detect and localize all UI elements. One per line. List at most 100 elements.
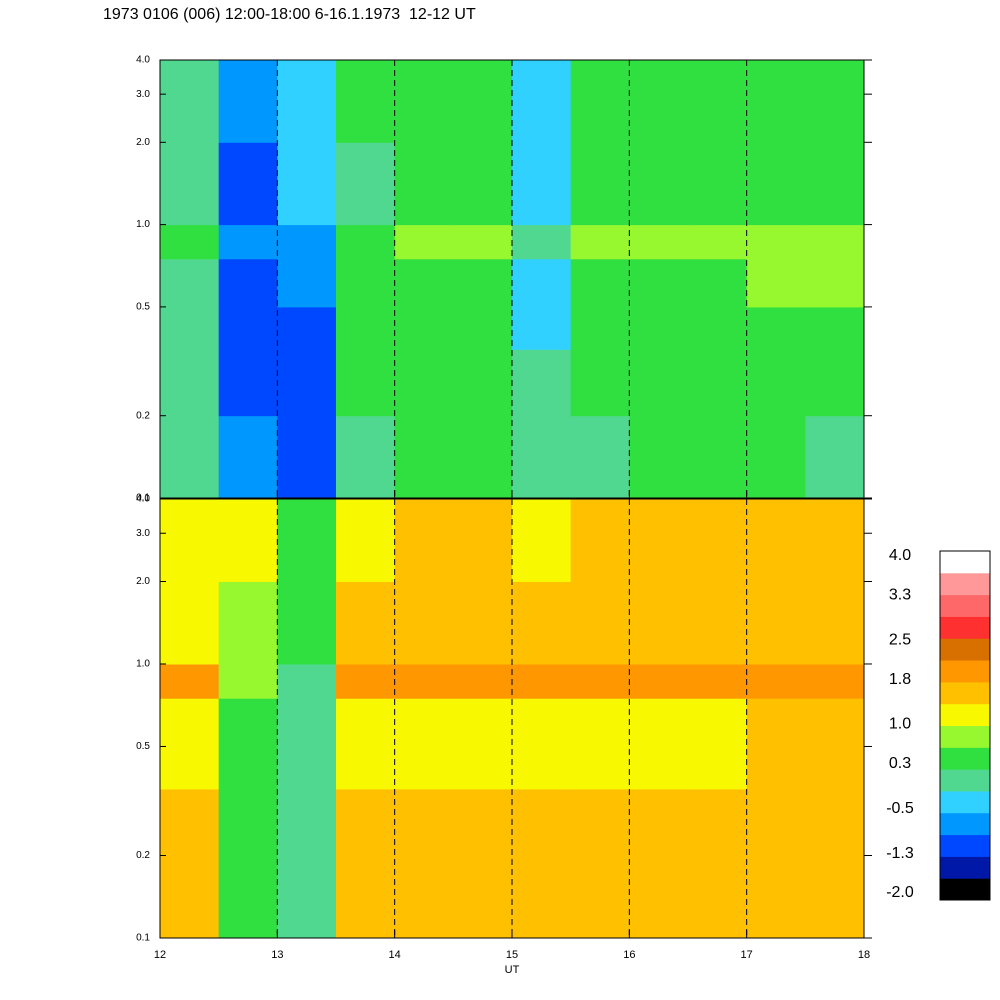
colorbar-label: -1.3	[886, 845, 914, 862]
heatmap-cell	[570, 415, 630, 499]
heatmap-cell	[746, 142, 806, 226]
heatmap-cell	[805, 788, 865, 857]
heatmap-cell	[453, 415, 513, 499]
x-tick-label: 16	[623, 949, 635, 961]
y-tick-label: 2.0	[136, 576, 150, 587]
heatmap-cell	[512, 306, 572, 350]
colorbar-swatch	[940, 725, 990, 748]
heatmap-cell	[746, 581, 806, 665]
colorbar-swatch	[940, 834, 990, 857]
heatmap-cell	[805, 698, 865, 747]
heatmap-cell	[160, 698, 220, 747]
heatmap-cell	[512, 698, 572, 747]
heatmap-cell	[394, 60, 454, 143]
heatmap-cell	[336, 224, 396, 260]
heatmap-cell	[570, 224, 630, 260]
heatmap-cell	[453, 60, 513, 143]
heatmap-cell	[570, 746, 630, 790]
heatmap-cell	[688, 855, 748, 939]
heatmap-cell	[746, 415, 806, 499]
heatmap-cell	[688, 581, 748, 665]
colorbar-swatch	[940, 681, 990, 705]
heatmap-cell	[629, 746, 689, 790]
colorbar-label: -2.0	[886, 884, 914, 901]
heatmap-cell	[160, 258, 220, 308]
y-tick-label: 4.0	[136, 55, 150, 66]
colorbar-label: -0.5	[886, 800, 914, 817]
x-axis-label: UT	[505, 964, 520, 976]
heatmap-cell	[746, 698, 806, 747]
heatmap-cell	[218, 746, 278, 790]
heatmap-cell	[453, 499, 513, 582]
heatmap-cell	[629, 349, 689, 417]
colorbar-swatch	[940, 703, 990, 726]
heatmap-cell	[629, 788, 689, 857]
heatmap-cell	[805, 349, 865, 417]
y-tick-label: 0.1	[136, 493, 150, 504]
heatmap-cell	[570, 581, 630, 665]
heatmap-cell	[160, 581, 220, 665]
heatmap-cell	[160, 855, 220, 939]
heatmap-cell	[336, 142, 396, 226]
colorbar-label: 2.5	[889, 631, 911, 648]
heatmap-cell	[394, 788, 454, 857]
heatmap-cell	[746, 788, 806, 857]
heatmap-cell	[805, 224, 865, 260]
heatmap-cell	[453, 306, 513, 350]
heatmap-cell	[688, 306, 748, 350]
heatmap-cell	[336, 306, 396, 350]
heatmap-cell	[805, 306, 865, 350]
heatmap-cell	[629, 855, 689, 939]
colorbar-swatch	[940, 790, 990, 814]
heatmap-cell	[394, 499, 454, 582]
colorbar-label: 1.8	[889, 671, 911, 688]
heatmap-cell	[453, 224, 513, 260]
heatmap-cell	[218, 788, 278, 857]
heatmap-cell	[453, 788, 513, 857]
heatmap-cell	[629, 698, 689, 747]
heatmap-cell	[277, 746, 337, 790]
heatmap-cell	[805, 499, 865, 582]
heatmap-cell	[688, 349, 748, 417]
heatmap-cell	[277, 663, 337, 699]
heatmap-cell	[570, 663, 630, 699]
heatmap-cell	[570, 499, 630, 582]
y-tick-label: 1.0	[136, 219, 150, 230]
colorbar-swatch	[940, 769, 990, 792]
colorbar-swatch	[940, 812, 990, 836]
heatmap-cell	[218, 258, 278, 308]
heatmap-cell	[805, 142, 865, 226]
y-tick-label: 1.0	[136, 659, 150, 670]
y-tick-label: 0.5	[136, 302, 150, 313]
heatmap-cell	[746, 855, 806, 939]
heatmap-cell	[218, 306, 278, 350]
heatmap-cell	[394, 224, 454, 260]
y-tick-label: 4.0	[136, 494, 150, 505]
colorbar-swatch	[940, 616, 990, 639]
heatmap-cell	[453, 349, 513, 417]
heatmap-cell	[277, 224, 337, 260]
heatmap-cell	[453, 142, 513, 226]
heatmap-cell	[277, 499, 337, 582]
y-tick-label: 3.0	[136, 89, 150, 100]
heatmap-cell	[453, 855, 513, 939]
heatmap-cell	[160, 224, 220, 260]
y-tick-label: 0.2	[136, 850, 150, 861]
heatmap-cell	[512, 855, 572, 939]
colorbar-label: 3.3	[889, 587, 911, 604]
heatmap-cell	[277, 60, 337, 143]
y-tick-label: 0.5	[136, 741, 150, 752]
heatmap-cell	[570, 788, 630, 857]
heatmap-cell	[394, 581, 454, 665]
heatmap-cell	[277, 415, 337, 499]
colorbar-label: 1.0	[889, 716, 911, 733]
chart-title: 1973 0106 (006) 12:00-18:00 6-16.1.1973 …	[103, 6, 476, 23]
heatmap-cell	[160, 306, 220, 350]
heatmap-cell	[160, 499, 220, 582]
heatmap-cell	[336, 855, 396, 939]
heatmap-cell	[629, 415, 689, 499]
heatmap-cell	[160, 349, 220, 417]
heatmap-cell	[512, 415, 572, 499]
heatmap-cell	[336, 60, 396, 143]
